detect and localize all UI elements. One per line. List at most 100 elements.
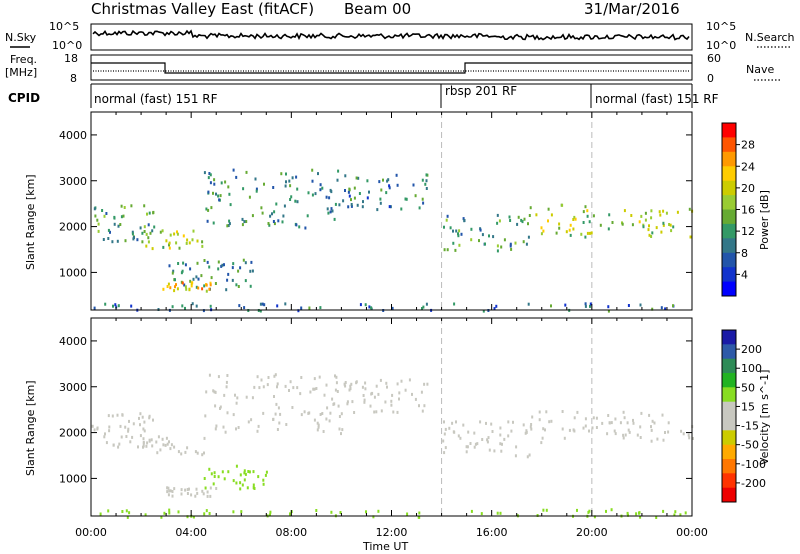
range-cell [119,424,122,428]
colorbar-cell [722,487,736,503]
range-cell [153,225,156,229]
range-cell [479,420,482,424]
range-cell [362,394,365,397]
range-cell [167,486,170,490]
range-cell [168,264,171,268]
power-ylabel: Slant Range [km] [24,174,37,270]
range-cell [206,494,209,498]
range-cell [527,302,530,306]
range-cell [272,186,275,189]
range-cell [446,248,449,252]
range-cell [225,380,228,384]
range-cell [621,222,624,226]
range-cell [96,426,99,430]
range-cell [266,383,269,387]
range-cell [102,238,105,241]
range-cell [370,392,373,396]
range-cell [339,511,342,514]
range-cell [522,423,525,427]
range-cell [299,392,302,396]
range-cell [182,234,185,238]
range-cell [586,231,589,235]
range-cell [212,221,215,225]
range-cell [239,473,242,477]
range-cell [496,244,499,248]
range-cell [127,427,130,431]
range-cell [460,232,463,236]
range-cell [527,235,530,239]
range-cell [288,389,290,392]
range-cell [141,231,144,235]
range-cell [228,192,231,196]
range-cell [185,287,188,291]
range-cell [555,231,558,235]
freq-left-tick-top: 18 [64,52,78,65]
range-cell [166,486,169,490]
range-cell [312,387,315,391]
range-cell [370,306,373,310]
range-cell [161,229,164,233]
range-cell [205,509,208,513]
range-cell [273,395,275,398]
range-cell [225,288,228,292]
range-cell [350,204,353,208]
range-cell [325,195,328,199]
range-cell [178,246,181,250]
range-cell [116,413,119,417]
velocity-colorbar-label: Velocity [m s^-1] [758,370,771,465]
colorbar-tick-label: 28 [741,139,755,152]
range-cell [525,429,528,433]
range-cell [273,210,276,214]
range-cell [318,375,321,379]
range-cell [207,190,210,194]
range-cell [405,197,408,201]
range-cell [308,306,311,310]
range-cell [208,172,211,175]
range-cell [501,442,503,446]
range-cell [196,239,199,243]
range-cell [258,386,261,390]
range-cell [648,224,650,228]
range-cell [469,442,472,445]
range-cell [296,200,299,204]
range-cell [185,241,188,245]
range-cell [648,413,651,417]
range-cell [404,197,407,201]
range-cell [213,471,216,475]
range-cell [340,432,342,436]
range-cell [147,240,150,244]
range-cell [638,511,641,515]
range-cell [544,428,546,432]
range-cell [195,285,198,289]
range-cell [239,481,242,485]
range-cell [680,429,683,433]
range-cell [156,451,159,455]
range-cell [639,436,642,439]
range-cell [243,478,246,482]
range-cell [307,411,310,415]
range-cell [582,221,585,224]
range-cell [231,278,234,282]
scatter-region-3 [162,281,212,293]
range-cell [373,395,376,399]
range-cell [142,445,144,449]
range-cell [168,511,171,515]
range-cell [161,437,164,441]
range-cell [294,199,297,203]
range-cell [499,511,502,515]
range-cell [347,190,350,194]
y-tick-label: 3000 [59,175,87,188]
range-cell [662,509,665,513]
range-cell [319,188,322,192]
range-cell [186,515,189,519]
range-cell [521,220,524,224]
range-cell [205,390,208,394]
range-cell [152,418,154,422]
range-cell [379,201,382,205]
range-cell [248,195,251,199]
x-tick-label: 20:00 [576,526,608,539]
range-cell [496,213,499,217]
colorbar-cell [722,330,736,345]
range-cell [268,223,271,227]
range-cell [214,404,217,408]
